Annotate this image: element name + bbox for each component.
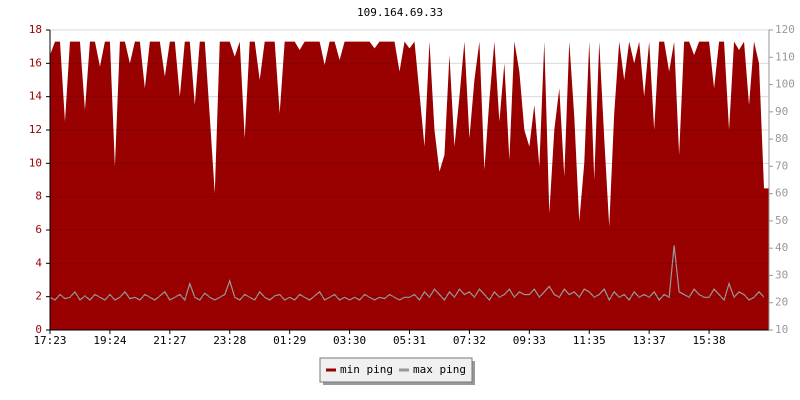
x-tick-label: 03:30 xyxy=(333,334,366,347)
x-tick-label: 23:28 xyxy=(213,334,246,347)
y2-tick-label: 40 xyxy=(775,241,788,254)
y-tick-label: 16 xyxy=(29,56,42,69)
y-tick-label: 8 xyxy=(35,190,42,203)
y2-tick-label: 30 xyxy=(775,268,788,281)
y2-tick-label: 70 xyxy=(775,159,788,172)
y2-tick-label: 120 xyxy=(775,23,795,36)
y2-tick-label: 20 xyxy=(775,296,788,309)
chart-title: 109.164.69.33 xyxy=(357,6,443,19)
x-tick-label: 09:33 xyxy=(513,334,546,347)
max-ping-line xyxy=(49,245,765,302)
y-tick-label: 4 xyxy=(35,256,42,269)
y-tick-label: 14 xyxy=(29,90,43,103)
legend-label: min ping xyxy=(340,363,393,376)
x-tick-label: 07:32 xyxy=(453,334,486,347)
legend-box xyxy=(319,357,473,383)
x-tick-label: 19:24 xyxy=(93,334,126,347)
y-tick-label: 18 xyxy=(29,23,42,36)
y-tick-label: 0 xyxy=(35,323,42,336)
y2-tick-label: 100 xyxy=(775,78,795,91)
x-tick-label: 17:23 xyxy=(33,334,66,347)
x-tick-label: 21:27 xyxy=(153,334,186,347)
x-tick-label: 01:29 xyxy=(273,334,306,347)
x-tick-label: 11:35 xyxy=(573,334,606,347)
y-tick-label: 2 xyxy=(35,290,42,303)
min-ping-area xyxy=(50,41,769,331)
y2-tick-label: 60 xyxy=(775,187,788,200)
x-tick-label: 15:38 xyxy=(693,334,726,347)
y-tick-label: 12 xyxy=(29,123,42,136)
x-tick-label: 05:31 xyxy=(393,334,426,347)
y2-tick-label: 90 xyxy=(775,105,788,118)
y-tick-label: 10 xyxy=(29,156,42,169)
y2-tick-label: 50 xyxy=(775,214,788,227)
y2-tick-label: 110 xyxy=(775,50,795,63)
legend-label: max ping xyxy=(413,363,466,376)
x-tick-label: 13:37 xyxy=(633,334,666,347)
y-tick-label: 6 xyxy=(35,223,42,236)
y2-tick-label: 10 xyxy=(775,323,788,336)
y2-tick-label: 80 xyxy=(775,132,788,145)
